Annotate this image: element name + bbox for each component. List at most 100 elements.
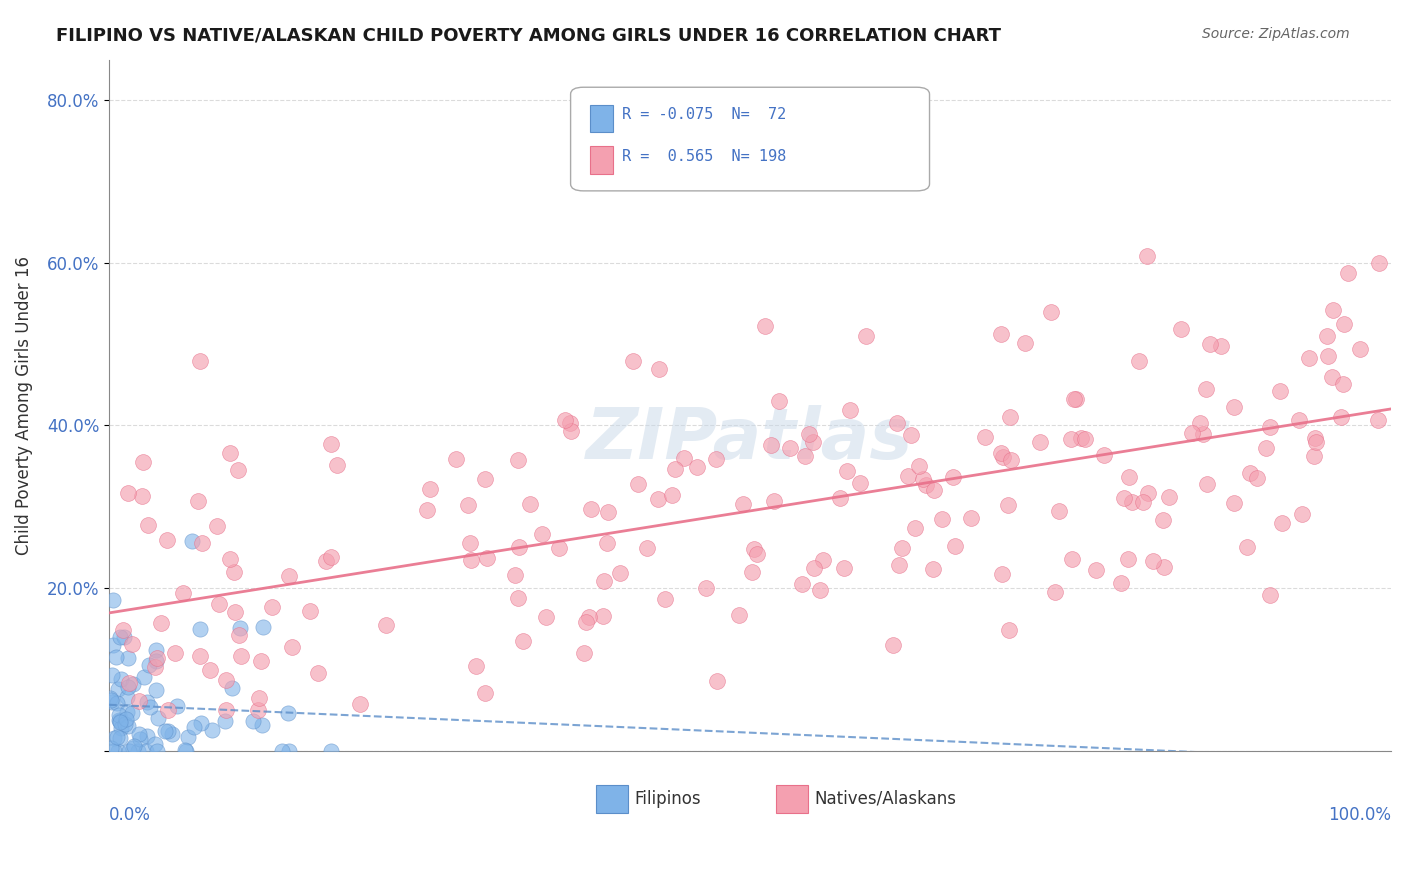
Point <box>1074 432 1097 446</box>
Point <box>153 723 176 738</box>
Point <box>474 472 496 486</box>
Point <box>1330 409 1353 424</box>
Point <box>321 743 343 757</box>
Point <box>228 628 250 642</box>
Point <box>506 452 529 467</box>
Point <box>115 690 138 704</box>
Point <box>190 716 212 731</box>
Point <box>187 493 209 508</box>
Point <box>1142 553 1164 567</box>
Point <box>281 640 304 654</box>
Point <box>128 727 150 741</box>
Point <box>108 713 131 727</box>
Point <box>1303 431 1326 445</box>
Point <box>1070 431 1092 445</box>
FancyBboxPatch shape <box>571 87 929 191</box>
Point <box>1254 441 1277 455</box>
Point <box>759 438 782 452</box>
Point <box>221 681 243 696</box>
Point <box>1111 575 1133 590</box>
Point <box>252 620 274 634</box>
Point <box>1331 377 1354 392</box>
Point <box>249 654 271 668</box>
Point <box>100 741 122 756</box>
Point <box>1189 416 1212 430</box>
Point <box>704 451 727 466</box>
Point <box>222 566 245 580</box>
Point <box>508 591 530 605</box>
Point <box>1195 382 1218 396</box>
Point <box>1322 302 1344 317</box>
Point <box>145 643 167 657</box>
Point <box>512 634 534 648</box>
Point <box>198 663 221 677</box>
Point <box>942 469 965 483</box>
Point <box>129 731 152 746</box>
Point <box>174 743 197 757</box>
Point <box>108 714 131 729</box>
Point <box>768 393 790 408</box>
Point <box>1118 470 1140 484</box>
Point <box>117 681 139 695</box>
Point <box>231 649 253 664</box>
Point <box>991 450 1014 464</box>
Point <box>1157 491 1180 505</box>
Point <box>191 536 214 550</box>
Point <box>110 721 132 735</box>
Point <box>156 533 179 547</box>
Point <box>762 494 785 508</box>
Point <box>558 416 581 430</box>
Point <box>325 458 347 472</box>
Point <box>1060 552 1083 566</box>
Point <box>1236 540 1258 554</box>
Point <box>1085 564 1108 578</box>
Point <box>166 699 188 714</box>
Point <box>1271 516 1294 531</box>
Point <box>1060 432 1083 446</box>
Point <box>1316 328 1339 343</box>
Point <box>554 412 576 426</box>
Point <box>636 541 658 556</box>
Point <box>1246 471 1268 485</box>
Point <box>271 743 294 757</box>
Point <box>103 731 125 745</box>
Point <box>101 695 124 709</box>
Point <box>190 354 212 368</box>
Point <box>107 682 129 697</box>
Point <box>103 743 125 757</box>
Point <box>1112 491 1135 505</box>
Point <box>1320 370 1343 384</box>
Point <box>110 673 132 687</box>
Point <box>915 477 938 491</box>
Point <box>647 491 669 506</box>
Point <box>136 518 159 533</box>
Point <box>519 497 541 511</box>
Point <box>945 539 967 553</box>
Point <box>578 610 600 624</box>
Point <box>475 551 498 566</box>
Point <box>121 677 143 691</box>
Point <box>990 327 1012 342</box>
Point <box>419 482 441 496</box>
Point <box>754 318 776 333</box>
Point <box>1198 337 1220 351</box>
Point <box>593 574 616 589</box>
Point <box>219 551 242 566</box>
Text: 100.0%: 100.0% <box>1329 805 1391 824</box>
Point <box>157 703 180 717</box>
Point <box>931 512 953 526</box>
Point <box>446 451 468 466</box>
Point <box>904 521 927 535</box>
Point <box>672 451 695 466</box>
Point <box>145 683 167 698</box>
Point <box>908 459 931 474</box>
Point <box>579 502 602 516</box>
Point <box>115 705 138 719</box>
Point <box>793 450 815 464</box>
Point <box>114 630 136 644</box>
Point <box>973 430 995 444</box>
Point <box>1092 448 1115 462</box>
Point <box>315 554 337 568</box>
Point <box>1153 560 1175 574</box>
Point <box>143 737 166 751</box>
